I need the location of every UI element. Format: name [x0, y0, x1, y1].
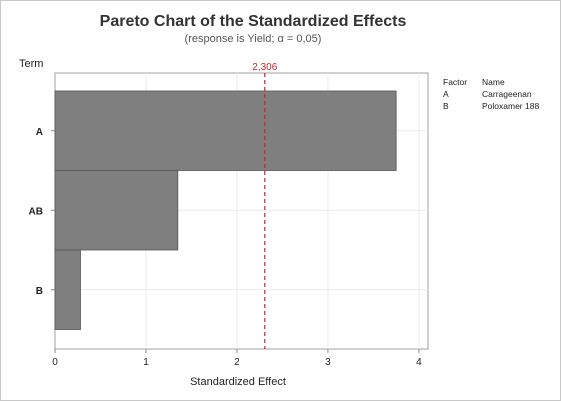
x-axis-ticks: 0 1 2 3 4	[52, 349, 422, 368]
y-tick-label: A	[36, 127, 43, 138]
x-tick-label: 1	[143, 357, 149, 368]
effect-bar	[54, 170, 179, 251]
legend-header-factor: Factor	[443, 77, 467, 87]
x-tick-label: 3	[325, 357, 331, 368]
chart-subtitle: (response is Yield; α = 0,05)	[185, 33, 322, 45]
y-axis-title: Term	[19, 58, 43, 70]
y-tick-label: AB	[29, 206, 43, 217]
y-axis-ticks: A AB B	[29, 127, 55, 297]
x-tick-label: 4	[416, 357, 422, 368]
legend-factor-a: A	[443, 89, 449, 99]
effect-bar	[54, 249, 81, 330]
x-axis-title: Standardized Effect	[190, 376, 286, 388]
legend-factor-b: B	[443, 101, 449, 111]
y-tick-label: B	[36, 286, 43, 297]
chart-title: Pareto Chart of the Standardized Effects	[100, 13, 407, 30]
reference-line-label: 2,306	[252, 62, 277, 73]
reference-line-group: 2,306	[252, 62, 278, 349]
x-tick-label: 0	[52, 357, 58, 368]
legend-header-name: Name	[482, 77, 505, 87]
x-tick-label: 2	[234, 357, 240, 368]
legend-name-b: Poloxamer 188	[482, 101, 539, 111]
legend: Factor Name A Carrageenan B Poloxamer 18…	[443, 77, 539, 111]
effect-bar	[54, 90, 397, 171]
legend-name-a: Carrageenan	[482, 89, 532, 99]
bars	[54, 90, 397, 330]
